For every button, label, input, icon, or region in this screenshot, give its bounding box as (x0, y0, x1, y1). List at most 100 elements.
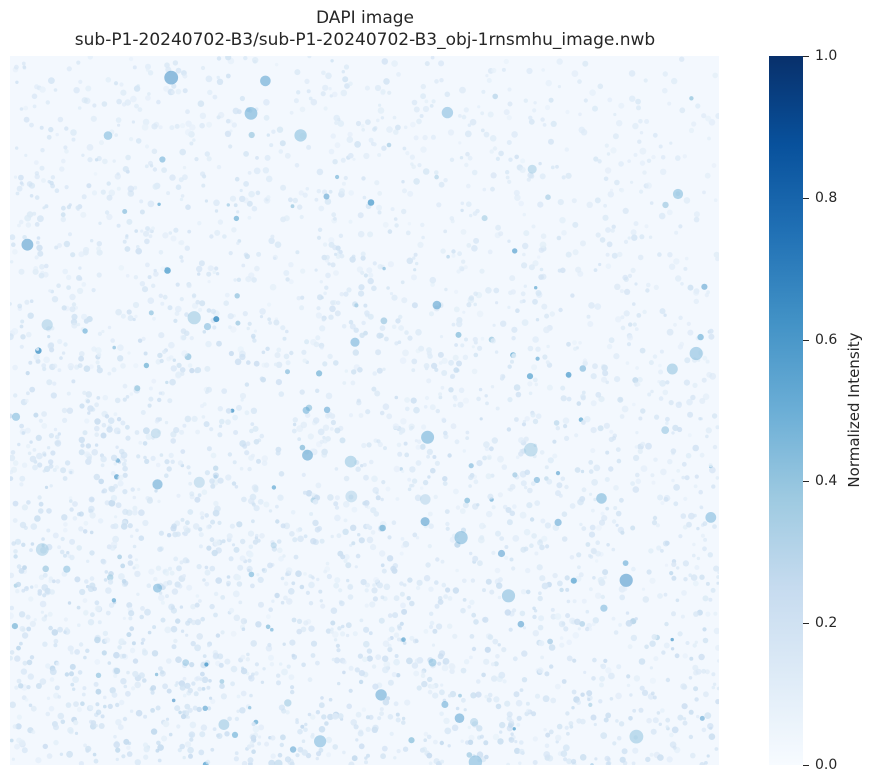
nucleus-dot (236, 694, 241, 699)
nucleus-dot (247, 530, 255, 537)
nucleus-dot (43, 356, 50, 364)
nucleus-dot (322, 361, 328, 367)
nucleus-dot (24, 214, 32, 222)
nucleus-dot (197, 686, 202, 692)
nucleus-dot (555, 734, 562, 741)
nucleus-dot (561, 230, 567, 236)
nucleus-dot (361, 442, 367, 449)
nucleus-dot (715, 113, 719, 119)
nucleus-dot (316, 168, 324, 176)
nucleus-dot (172, 531, 179, 538)
nucleus-dot (206, 446, 212, 452)
nucleus-dot (548, 138, 554, 145)
nucleus-dot (395, 318, 401, 324)
nucleus-dot (489, 149, 494, 154)
nucleus-dot (303, 727, 308, 733)
nucleus-dot (34, 195, 40, 200)
nucleus-dot (104, 637, 111, 643)
nucleus-dot (527, 345, 534, 352)
nucleus-dot (285, 572, 289, 577)
nucleus-dot (337, 120, 345, 127)
nucleus-dot (343, 64, 350, 70)
nucleus-dot (613, 353, 620, 360)
nucleus-dot (230, 326, 237, 333)
nucleus-dot (261, 362, 267, 368)
nucleus-dot (283, 353, 290, 360)
nucleus-dot (16, 185, 23, 192)
nucleus-dot (124, 99, 131, 106)
nucleus-dot (315, 335, 321, 341)
nucleus-dot (622, 560, 629, 566)
nucleus-dot (397, 626, 403, 631)
nucleus-dot (170, 605, 175, 610)
nucleus-dot (131, 686, 136, 691)
nucleus-dot (674, 230, 679, 235)
nucleus-dot (28, 703, 33, 708)
nucleus-dot (382, 666, 389, 674)
nucleus-dot (81, 692, 86, 697)
nucleus-dot (381, 568, 387, 574)
nucleus-dot (451, 249, 456, 254)
nucleus-dot (415, 585, 421, 591)
nucleus-dot (39, 678, 47, 685)
nucleus-dot (534, 551, 539, 556)
nucleus-dot (428, 586, 434, 592)
nucleus-dot (511, 131, 518, 138)
nucleus-dot (164, 473, 169, 479)
nucleus-dot (415, 329, 422, 336)
nucleus-dot (158, 293, 163, 298)
bright-nucleus (302, 449, 313, 461)
nucleus-dot (125, 395, 130, 399)
nucleus-dot (389, 731, 394, 737)
nucleus-dot (116, 417, 122, 422)
nucleus-dot (565, 109, 570, 115)
nucleus-dot (290, 204, 295, 209)
nucleus-dot (482, 616, 489, 623)
nucleus-dot (319, 538, 325, 544)
nucleus-dot (486, 697, 492, 703)
nucleus-dot (509, 510, 516, 517)
nucleus-dot (637, 139, 642, 144)
nucleus-dot (347, 594, 354, 600)
nucleus-dot (300, 295, 305, 300)
nucleus-dot (62, 476, 68, 481)
nucleus-dot (110, 454, 118, 461)
nucleus-dot (671, 561, 677, 567)
nucleus-dot (50, 450, 56, 456)
nucleus-dot (330, 262, 336, 268)
nucleus-dot (315, 660, 320, 666)
nucleus-dot (86, 144, 94, 151)
nucleus-dot (114, 397, 121, 404)
nucleus-dot (305, 490, 313, 497)
nucleus-dot (271, 599, 275, 603)
nucleus-dot (434, 603, 440, 609)
nucleus-dot (549, 311, 555, 317)
nucleus-dot (371, 587, 378, 594)
nucleus-dot (252, 57, 259, 64)
nucleus-dot (83, 318, 89, 324)
nucleus-dot (585, 542, 591, 547)
nucleus-dot (514, 154, 519, 160)
nucleus-dot (592, 363, 598, 370)
nucleus-dot (22, 565, 27, 570)
nucleus-dot (467, 123, 472, 127)
nucleus-dot (672, 424, 679, 432)
nucleus-dot (257, 741, 262, 746)
nucleus-dot (479, 522, 486, 530)
nucleus-dot (143, 746, 150, 753)
nucleus-dot (234, 716, 240, 722)
nucleus-dot (53, 643, 58, 648)
nucleus-dot (175, 372, 182, 379)
nucleus-dot (89, 512, 96, 519)
nucleus-dot (614, 283, 621, 290)
nucleus-dot (558, 620, 566, 628)
bright-nucleus (666, 363, 678, 375)
nucleus-dot (368, 631, 373, 636)
nucleus-dot (698, 489, 703, 495)
nucleus-dot (669, 732, 674, 738)
nucleus-dot (504, 609, 511, 616)
nucleus-dot (201, 183, 206, 188)
nucleus-dot (26, 181, 33, 187)
nucleus-dot (449, 536, 456, 543)
nucleus-dot (343, 475, 350, 482)
